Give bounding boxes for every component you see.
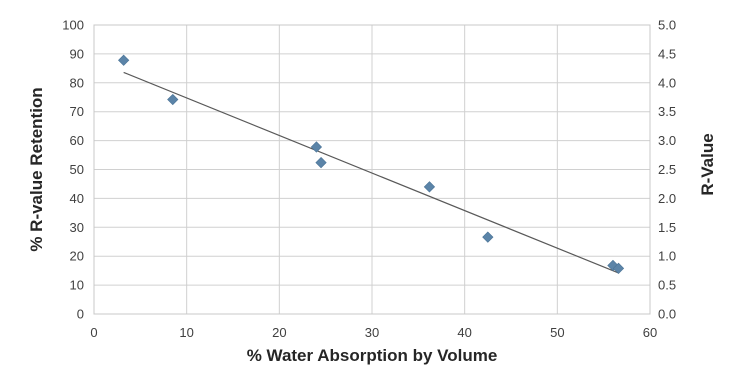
x-tick-label: 10 [179,325,193,340]
x-tick-label: 40 [457,325,471,340]
data-point [310,141,323,153]
y-tick-label: 80 [70,75,84,90]
data-point [118,54,130,66]
data-points [118,54,625,274]
data-point [315,156,327,169]
y2-axis-title: R-Value [698,133,717,195]
y-tick-label: 70 [70,104,84,119]
y2-tick-label: 5.0 [658,18,676,33]
y-tick-label: 60 [70,133,84,148]
y-tick-label: 40 [70,191,84,206]
y2-tick-label: 1.5 [658,220,676,235]
x-tick-label: 30 [365,325,379,340]
data-point [167,93,179,106]
y2-tick-label: 0.5 [658,278,676,293]
x-axis-title: % Water Absorption by Volume [247,346,498,365]
y2-tick-label: 2.5 [658,162,676,177]
y2-tick-label: 3.5 [658,104,676,119]
x-tick-label: 60 [643,325,657,340]
y-tick-label: 0 [77,307,84,322]
y2-tick-label: 2.0 [658,191,676,206]
y-tick-label: 90 [70,46,84,61]
y-tick-label: 100 [62,18,84,33]
x-tick-label: 20 [272,325,286,340]
y-tick-label: 30 [70,220,84,235]
axes: 01020304050607080901000.00.51.01.52.02.5… [62,18,676,341]
x-tick-label: 50 [550,325,564,340]
y-tick-label: 50 [70,162,84,177]
data-point [612,262,625,274]
y-axis-title: % R-value Retention [27,87,46,251]
y2-tick-label: 4.5 [658,46,676,61]
trendline [123,71,619,274]
y-tick-label: 20 [70,249,84,264]
x-tick-label: 0 [90,325,97,340]
y2-tick-label: 0.0 [658,307,676,322]
plot-area-border [93,24,651,315]
y2-tick-label: 3.0 [658,133,676,148]
data-point [423,181,436,193]
y-tick-label: 10 [70,278,84,293]
data-point [482,231,494,243]
y2-tick-label: 1.0 [658,249,676,264]
trendline-layer [123,71,619,274]
y2-tick-label: 4.0 [658,75,676,90]
grid-lines [93,24,651,315]
